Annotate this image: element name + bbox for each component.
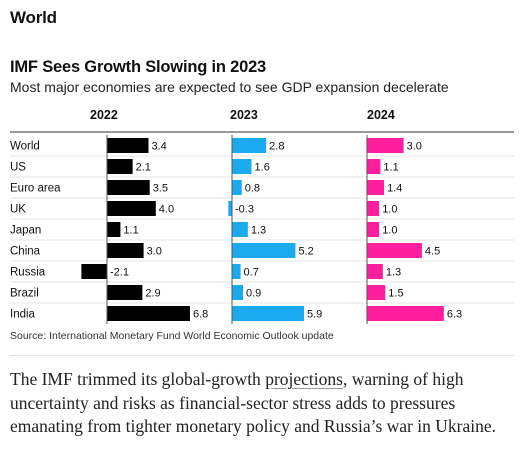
value-label-2024-brazil: 1.5	[388, 288, 403, 300]
value-label-2023-china: 5.2	[298, 246, 313, 258]
bar-2022-world	[107, 138, 149, 153]
value-label-2024-us: 1.1	[383, 162, 398, 174]
value-label-2023-brazil: 0.9	[246, 288, 261, 300]
value-label-2024-euro-area: 1.4	[387, 183, 402, 195]
category-label-brazil: Brazil	[10, 288, 39, 300]
article-paragraph: The IMF trimmed its global-growth projec…	[10, 368, 510, 439]
divider	[10, 355, 514, 356]
bar-2022-india	[107, 306, 190, 321]
bar-2023-russia	[232, 264, 241, 279]
bar-2023-japan	[232, 222, 248, 237]
value-label-2024-uk: 1.0	[382, 204, 397, 216]
series-header-2024: 2024	[367, 108, 395, 122]
category-label-russia: Russia	[10, 267, 46, 279]
category-label-india: India	[10, 309, 36, 321]
value-label-2022-world: 3.4	[151, 141, 166, 153]
chart-subtitle: Most major economies are expected to see…	[10, 79, 449, 95]
value-label-2024-russia: 1.3	[386, 267, 401, 279]
value-label-2022-russia: -2.1	[110, 267, 129, 279]
value-label-2023-uk: -0.3	[235, 204, 254, 216]
bar-2024-china	[367, 243, 422, 258]
value-label-2023-japan: 1.3	[251, 225, 266, 237]
category-label-japan: Japan	[10, 225, 41, 237]
bar-2023-india	[232, 306, 304, 321]
category-label-euro-area: Euro area	[10, 183, 61, 195]
bar-2022-brazil	[107, 285, 143, 300]
article-text-before: The IMF trimmed its global-growth	[10, 369, 266, 389]
value-label-2022-japan: 1.1	[123, 225, 138, 237]
value-label-2023-russia: 0.7	[244, 267, 259, 279]
bar-2022-us	[107, 159, 133, 174]
projections-link[interactable]: projections	[265, 369, 343, 389]
value-label-2024-india: 6.3	[447, 309, 462, 321]
bar-2024-india	[367, 306, 444, 321]
value-label-2022-brazil: 2.9	[145, 288, 160, 300]
value-label-2022-us: 2.1	[136, 162, 151, 174]
bar-2023-euro-area	[232, 180, 242, 195]
bar-2024-russia	[367, 264, 383, 279]
bar-2024-world	[367, 138, 404, 153]
bar-2023-world	[232, 138, 267, 153]
value-label-2022-euro-area: 3.5	[153, 183, 168, 195]
value-label-2023-us: 1.6	[255, 162, 270, 174]
value-label-2023-world: 2.8	[269, 141, 284, 153]
category-label-us: US	[10, 162, 26, 174]
value-label-2022-india: 6.8	[193, 309, 208, 321]
series-header-2023: 2023	[230, 108, 258, 122]
category-label-china: China	[10, 246, 41, 258]
value-label-2023-euro-area: 0.8	[245, 183, 260, 195]
bar-2024-euro-area	[367, 180, 385, 195]
value-label-2024-china: 4.5	[425, 246, 440, 258]
gdp-growth-bar-chart: 2022 2023 2024 World 3.4 2.8 3.0 US 2.1 1.6 1.1 Eur…	[10, 108, 514, 324]
category-label-world: World	[10, 141, 40, 153]
section-title: World	[10, 8, 57, 27]
bar-2022-china	[107, 243, 144, 258]
chart-source: Source: International Monetary Fund Worl…	[10, 330, 334, 342]
bar-2022-japan	[107, 222, 121, 237]
bar-2024-uk	[367, 201, 380, 216]
value-label-2023-india: 5.9	[307, 309, 322, 321]
value-label-2024-japan: 1.0	[382, 225, 397, 237]
bar-2023-us	[232, 159, 252, 174]
bar-2023-brazil	[232, 285, 243, 300]
bar-2024-brazil	[367, 285, 386, 300]
article-text-after: , warning of high uncertainty and risks …	[10, 369, 496, 436]
bar-2024-us	[367, 159, 381, 174]
bar-2023-china	[232, 243, 296, 258]
bar-2023-uk	[228, 201, 232, 216]
value-label-2022-uk: 4.0	[159, 204, 174, 216]
series-header-2022: 2022	[90, 108, 118, 122]
value-label-2024-world: 3.0	[407, 141, 422, 153]
bar-2024-japan	[367, 222, 380, 237]
value-label-2022-china: 3.0	[147, 246, 162, 258]
bar-2022-euro-area	[107, 180, 150, 195]
bar-2022-uk	[107, 201, 156, 216]
bar-2022-russia	[81, 264, 107, 279]
category-label-uk: UK	[10, 204, 26, 216]
chart-title: IMF Sees Growth Slowing in 2023	[10, 58, 267, 76]
